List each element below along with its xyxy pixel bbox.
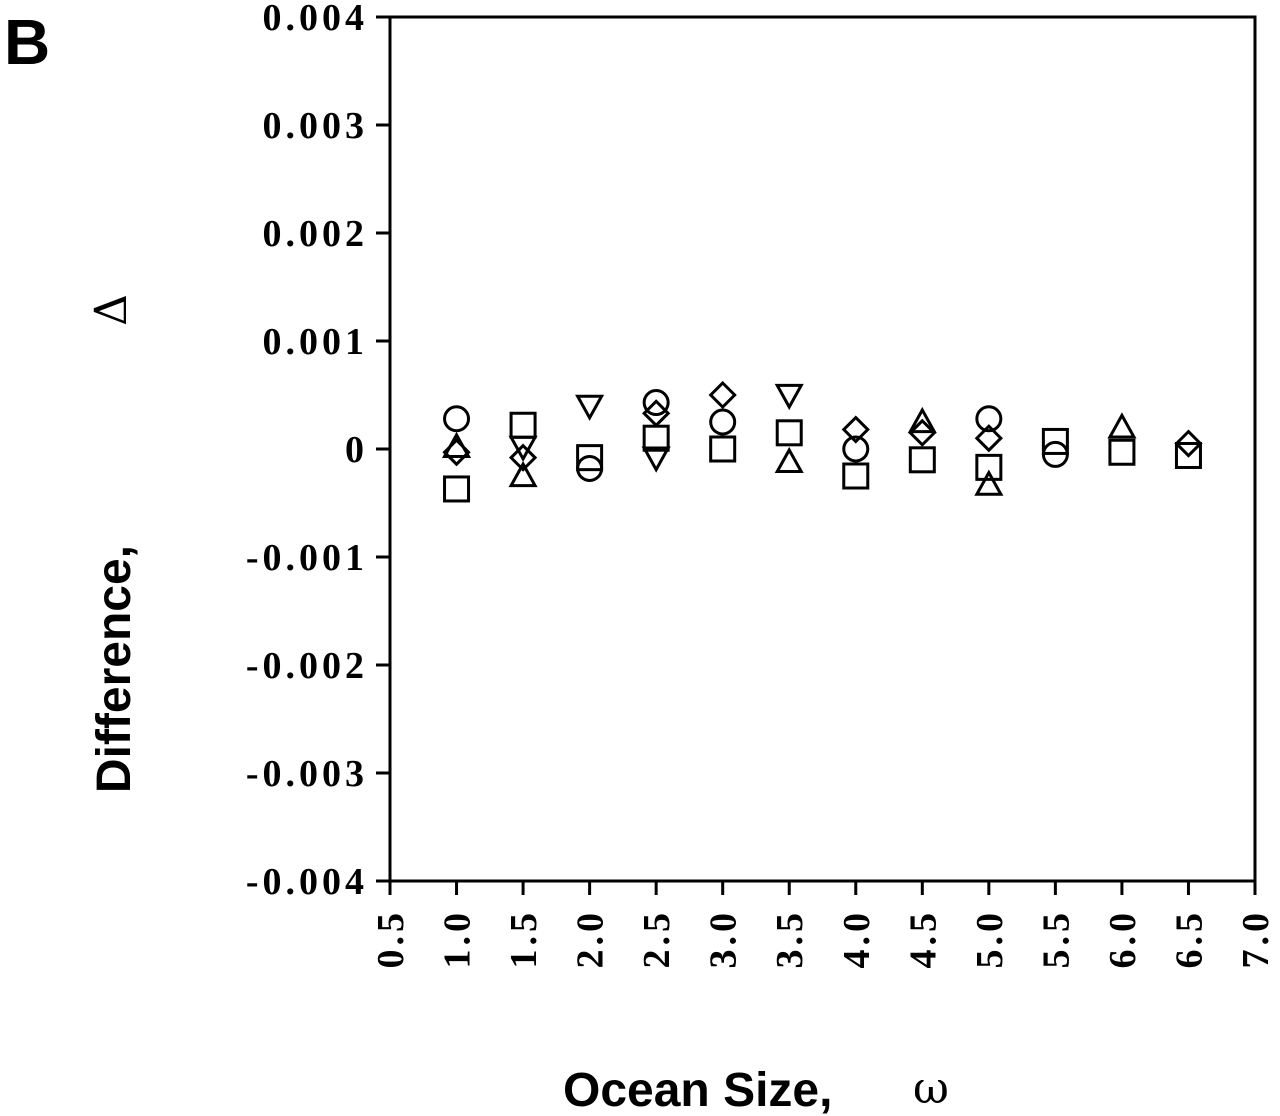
square-point — [509, 411, 537, 439]
x-tick-label: 5.0 — [969, 909, 1011, 969]
diamond-point — [642, 399, 671, 428]
square-point — [576, 444, 604, 472]
panel-label: B — [4, 6, 50, 78]
triangle-down-point — [575, 394, 605, 421]
square-point — [1108, 438, 1136, 466]
diamond-point — [974, 424, 1003, 453]
y-axis-title: Difference, — [88, 545, 141, 793]
x-tick-label: 1.5 — [503, 909, 545, 969]
y-axis: 0.004 0.003 0.002 0.001 0 -0.001 -0.002 -0.003 -… — [246, 0, 390, 903]
triangle-down-point — [508, 435, 538, 462]
y-tick-label: 0 — [345, 429, 368, 471]
y-tick-label: 0.002 — [263, 213, 369, 255]
circle-point — [709, 408, 737, 436]
diamond-point — [841, 415, 870, 444]
diamond-point — [708, 380, 737, 410]
y-tick-label: 0.004 — [263, 0, 369, 39]
triangle-down-point — [774, 383, 804, 411]
square-point — [1041, 427, 1069, 455]
square-point — [775, 419, 803, 447]
triangle-up-point — [1107, 412, 1137, 439]
diamond-point — [508, 443, 538, 472]
x-tick-label: 0.5 — [370, 909, 412, 969]
square-point — [709, 435, 737, 463]
x-tick-label: 2.0 — [570, 909, 612, 969]
y-axis-symbol: Δ — [86, 294, 137, 326]
triangle-down-point — [641, 446, 671, 473]
x-tick-label: 7.0 — [1235, 909, 1277, 969]
square-point — [842, 462, 870, 490]
x-axis-title: Ocean Size, — [563, 1064, 832, 1116]
x-axis: 0.5 1.0 1.5 2.0 2.5 3.0 3.5 4.0 4.5 5.0 5.5 6.0 6.5 7… — [370, 881, 1277, 969]
circle-point — [642, 389, 670, 417]
x-tick-label: 3.0 — [703, 909, 745, 969]
square-point — [1174, 441, 1202, 469]
x-tick-label: 6.5 — [1168, 909, 1210, 969]
y-tick-label: -0.003 — [246, 753, 368, 795]
y-tick-label: 0.001 — [263, 321, 369, 363]
circle-point — [443, 405, 471, 433]
y-tick-label: 0.003 — [263, 105, 369, 147]
y-tick-label: -0.002 — [246, 645, 368, 687]
x-tick-label: 6.0 — [1102, 909, 1144, 969]
circle-point — [975, 405, 1003, 433]
x-tick-label: 4.0 — [836, 909, 878, 969]
square-point — [443, 475, 471, 503]
triangle-up-point — [774, 446, 804, 474]
x-tick-label: 3.5 — [769, 909, 811, 969]
square-point — [908, 446, 936, 474]
triangle-up-point — [441, 431, 472, 458]
y-tick-label: -0.001 — [246, 537, 368, 579]
triangle-up-point — [508, 460, 538, 488]
diamond-point — [908, 418, 937, 447]
x-tick-label: 1.0 — [437, 909, 479, 969]
x-tick-label: 5.5 — [1035, 909, 1077, 969]
x-axis-symbol: ω — [913, 1063, 949, 1114]
diamond-point — [1174, 429, 1203, 458]
square-point — [975, 453, 1003, 481]
circle-point — [842, 435, 870, 463]
x-tick-label: 2.5 — [636, 909, 678, 969]
y-tick-label: -0.004 — [246, 861, 368, 903]
triangle-up-point — [974, 469, 1004, 496]
data-points — [441, 380, 1203, 503]
triangle-up-point — [907, 406, 937, 434]
x-tick-label: 4.5 — [902, 909, 944, 969]
